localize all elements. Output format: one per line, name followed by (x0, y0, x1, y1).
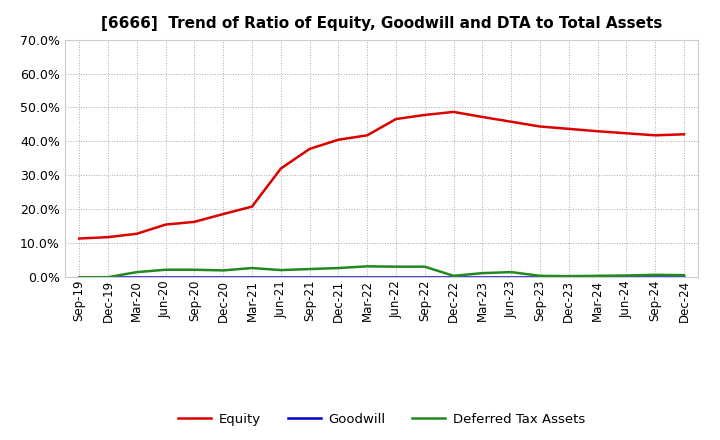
Equity (334, 137, 343, 143)
Equity (564, 126, 573, 132)
Equity (622, 131, 631, 136)
Deferred Tax Assets (420, 264, 429, 269)
Equity (248, 204, 256, 209)
Deferred Tax Assets (161, 267, 170, 272)
Goodwill (392, 275, 400, 280)
Goodwill (161, 275, 170, 280)
Goodwill (593, 275, 602, 280)
Goodwill (622, 275, 631, 280)
Deferred Tax Assets (564, 274, 573, 279)
Goodwill (507, 275, 516, 280)
Equity (536, 124, 544, 129)
Title: [6666]  Trend of Ratio of Equity, Goodwill and DTA to Total Assets: [6666] Trend of Ratio of Equity, Goodwil… (101, 16, 662, 32)
Deferred Tax Assets (622, 273, 631, 278)
Equity (104, 235, 112, 240)
Goodwill (190, 275, 199, 280)
Deferred Tax Assets (132, 269, 141, 275)
Deferred Tax Assets (305, 266, 314, 271)
Equity (449, 109, 458, 114)
Goodwill (651, 275, 660, 280)
Goodwill (75, 275, 84, 280)
Goodwill (305, 275, 314, 280)
Equity (219, 212, 228, 217)
Deferred Tax Assets (219, 268, 228, 273)
Equity (593, 128, 602, 134)
Legend: Equity, Goodwill, Deferred Tax Assets: Equity, Goodwill, Deferred Tax Assets (173, 407, 590, 431)
Goodwill (478, 275, 487, 280)
Equity (75, 236, 84, 241)
Deferred Tax Assets (680, 272, 688, 278)
Deferred Tax Assets (392, 264, 400, 269)
Goodwill (536, 275, 544, 280)
Deferred Tax Assets (478, 271, 487, 276)
Deferred Tax Assets (536, 273, 544, 279)
Equity (680, 132, 688, 137)
Equity (478, 114, 487, 120)
Goodwill (104, 275, 112, 280)
Deferred Tax Assets (276, 268, 285, 273)
Deferred Tax Assets (248, 265, 256, 271)
Goodwill (449, 275, 458, 280)
Goodwill (132, 275, 141, 280)
Equity (392, 117, 400, 122)
Equity (276, 166, 285, 171)
Equity (651, 133, 660, 138)
Deferred Tax Assets (75, 275, 84, 280)
Goodwill (276, 275, 285, 280)
Goodwill (219, 275, 228, 280)
Equity (363, 133, 372, 138)
Equity (420, 112, 429, 117)
Deferred Tax Assets (363, 264, 372, 269)
Goodwill (564, 275, 573, 280)
Goodwill (680, 275, 688, 280)
Equity (507, 119, 516, 125)
Goodwill (334, 275, 343, 280)
Line: Deferred Tax Assets: Deferred Tax Assets (79, 266, 684, 277)
Deferred Tax Assets (593, 273, 602, 279)
Deferred Tax Assets (334, 265, 343, 271)
Line: Equity: Equity (79, 112, 684, 238)
Equity (305, 146, 314, 151)
Equity (190, 219, 199, 224)
Equity (161, 222, 170, 227)
Deferred Tax Assets (449, 273, 458, 279)
Goodwill (363, 275, 372, 280)
Goodwill (248, 275, 256, 280)
Deferred Tax Assets (651, 272, 660, 278)
Deferred Tax Assets (190, 267, 199, 272)
Deferred Tax Assets (507, 269, 516, 275)
Goodwill (420, 275, 429, 280)
Equity (132, 231, 141, 236)
Deferred Tax Assets (104, 275, 112, 280)
